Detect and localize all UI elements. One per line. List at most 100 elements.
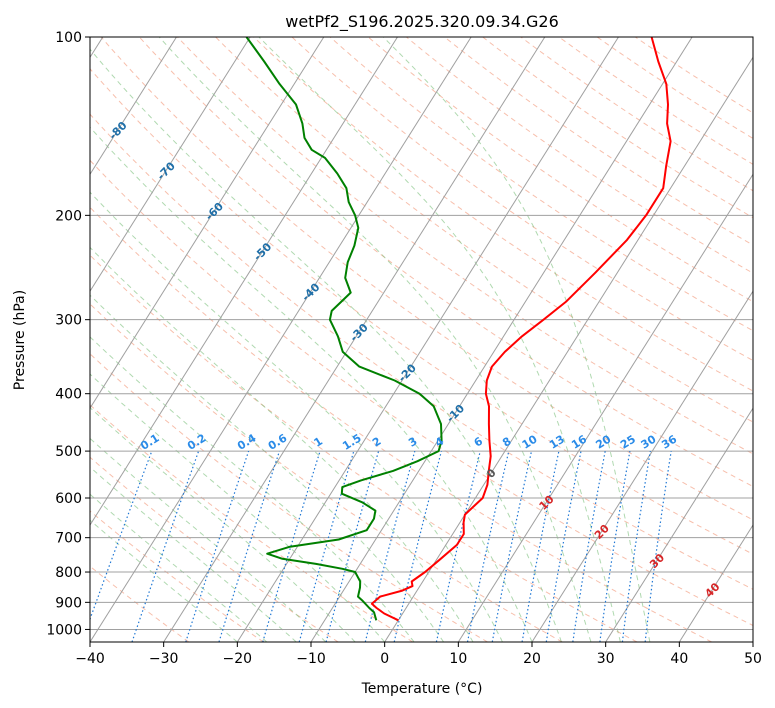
mixing-ratio-line bbox=[185, 450, 250, 642]
mixing-ratio-line bbox=[364, 450, 416, 642]
y-axis: 100 200 300 400 500 600 700 800 900 1000 bbox=[46, 30, 90, 638]
dry-adiabat-line bbox=[90, 68, 753, 555]
moist-adiabat-line bbox=[90, 493, 268, 642]
dry-adiabat-line bbox=[90, 456, 339, 642]
dry-adiabat-line bbox=[444, 37, 753, 246]
moist-adiabat-line bbox=[90, 437, 327, 642]
isotherm-line bbox=[236, 37, 619, 642]
mixing-ratio-label: 13 bbox=[547, 433, 567, 452]
isotherm-label: 0 bbox=[484, 466, 499, 481]
mixing-ratio-line bbox=[572, 450, 606, 642]
isotherm-line bbox=[457, 173, 753, 642]
isotherm-label: -60 bbox=[203, 200, 226, 223]
isotherm-line bbox=[90, 37, 251, 293]
dry-adiabat-line bbox=[406, 37, 753, 274]
mixing-ratio-label: 2 bbox=[370, 435, 383, 450]
mixing-ratio-label: 0.2 bbox=[185, 431, 208, 452]
mixing-ratio-line bbox=[545, 450, 582, 642]
isotherm-line bbox=[90, 37, 398, 527]
isotherm-line bbox=[384, 56, 753, 642]
x-tick-label: 50 bbox=[744, 651, 762, 667]
moist-adiabat-line bbox=[90, 246, 474, 642]
isotherm-label: -90 bbox=[58, 78, 81, 101]
chart-title: wetPf2_S196.2025.320.09.34.G26 bbox=[285, 12, 559, 32]
mixing-ratio-line bbox=[325, 450, 380, 642]
dry-adiabat-line bbox=[90, 113, 753, 590]
moist-adiabat-line bbox=[158, 37, 592, 642]
dry-adiabat-line bbox=[215, 37, 753, 423]
moist-adiabat-line bbox=[90, 406, 356, 642]
dewpoint-profile-line bbox=[245, 37, 443, 621]
mixing-ratio-label: 1.5 bbox=[340, 431, 363, 452]
temperature-profile-line bbox=[370, 37, 672, 622]
moist-adiabat-line bbox=[90, 48, 562, 642]
mixing-ratio-label: 30 bbox=[639, 432, 659, 451]
x-axis-label: Temperature (°C) bbox=[361, 681, 483, 697]
isotherm-line bbox=[678, 524, 753, 642]
mixing-ratio-line bbox=[644, 451, 672, 642]
mixing-ratio-line bbox=[621, 450, 651, 642]
mixing-ratio-line bbox=[599, 450, 631, 642]
y-tick-label: 500 bbox=[55, 444, 82, 460]
isotherm-label: -30 bbox=[347, 321, 370, 344]
x-tick-label: −10 bbox=[296, 651, 326, 667]
isotherm-line bbox=[752, 641, 753, 642]
dry-adiabat-line bbox=[90, 353, 488, 642]
dry-adiabat-line bbox=[253, 37, 753, 392]
y-tick-label: 100 bbox=[55, 30, 82, 46]
mixing-ratio-line bbox=[218, 450, 281, 642]
isotherm-label: -100 bbox=[7, 35, 36, 64]
dry-adiabat-line bbox=[367, 37, 753, 303]
x-tick-label: 30 bbox=[597, 651, 615, 667]
plot-frame bbox=[89, 36, 754, 643]
moist-adiabat-line bbox=[90, 373, 386, 642]
mixing-ratio-label: 25 bbox=[618, 433, 638, 452]
isotherm-line bbox=[605, 407, 753, 642]
x-tick-label: −30 bbox=[149, 651, 179, 667]
x-tick-label: 20 bbox=[523, 651, 541, 667]
isotherm-label: -40 bbox=[299, 280, 322, 303]
moist-adiabat-line bbox=[90, 294, 445, 642]
y-tick-label: 900 bbox=[55, 595, 82, 611]
y-tick-label: 1000 bbox=[46, 622, 82, 638]
y-tick-label: 400 bbox=[55, 387, 82, 403]
dry-adiabat-line bbox=[291, 37, 753, 362]
x-tick-label: −40 bbox=[75, 651, 105, 667]
isotherm-label: -80 bbox=[106, 119, 129, 142]
dry-adiabat-line bbox=[90, 159, 753, 627]
dry-adiabat-line bbox=[90, 206, 712, 642]
dry-adiabat-line bbox=[90, 303, 563, 642]
dry-adiabat-line bbox=[635, 37, 753, 114]
isotherm-label: -70 bbox=[155, 159, 178, 182]
y-axis-label: Pressure (hPa) bbox=[12, 290, 28, 390]
isotherm-line bbox=[163, 37, 546, 642]
y-tick-label: 800 bbox=[55, 565, 82, 581]
isotherm-line bbox=[90, 37, 325, 410]
isotherm-line bbox=[90, 37, 177, 176]
mixing-ratio-label: 0.4 bbox=[235, 431, 259, 453]
moist-adiabat-line bbox=[382, 37, 651, 642]
sounding-profiles bbox=[245, 37, 672, 622]
isotherm-line bbox=[310, 37, 693, 642]
x-tick-label: 40 bbox=[670, 651, 688, 667]
moist-adiabat-line bbox=[90, 519, 238, 642]
dry-adiabat-line bbox=[482, 37, 753, 219]
mixing-ratio-label: 6 bbox=[472, 434, 486, 449]
mixing-ratio-label: 1 bbox=[312, 435, 325, 450]
y-tick-label: 600 bbox=[55, 491, 82, 507]
mixing-ratio-label: 4 bbox=[433, 434, 447, 449]
y-tick-label: 700 bbox=[55, 531, 82, 547]
mixing-ratio-label: 20 bbox=[593, 432, 613, 451]
isotherm-line bbox=[90, 37, 472, 642]
mixing-ratio-line bbox=[435, 450, 481, 642]
x-tick-label: 0 bbox=[380, 651, 389, 667]
moist-adiabat-line bbox=[90, 191, 503, 642]
mixing-ratio-line bbox=[393, 450, 442, 642]
moist-adiabat-line bbox=[90, 126, 533, 642]
dry-adiabat-line bbox=[90, 510, 264, 642]
mixing-ratio-line bbox=[262, 450, 321, 642]
dry-adiabat-line bbox=[90, 254, 638, 642]
mixing-ratio-label: 10 bbox=[520, 432, 540, 451]
